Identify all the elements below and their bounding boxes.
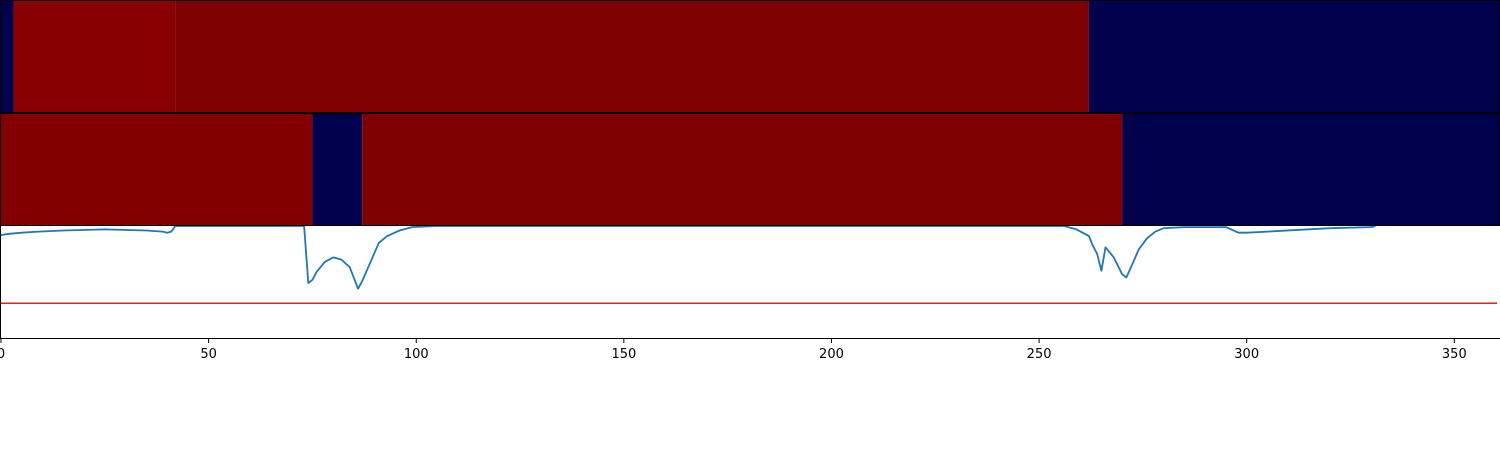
heatmap-0-segment-1 — [13, 1, 176, 112]
heatmap-panel-top — [0, 0, 1500, 113]
x-tick-label-300: 300 — [1234, 347, 1259, 362]
heatmap-1-segment-0 — [1, 114, 313, 225]
heatmap-1-segment-3 — [1122, 114, 1500, 225]
heatmap-panel-middle — [0, 113, 1500, 226]
x-axis: 0 50 100 150 200 250 300 350 — [0, 338, 1500, 362]
x-tick-label-200: 200 — [819, 347, 844, 362]
x-tick-label-100: 100 — [404, 347, 429, 362]
signal-line — [0, 226, 1376, 290]
x-tick-label-350: 350 — [1442, 347, 1467, 362]
x-tick-label-0: 0 — [0, 347, 5, 362]
heatmap-1-segment-2 — [362, 114, 1123, 225]
x-tick-label-50: 50 — [200, 347, 217, 362]
heatmap-0-segment-0 — [1, 1, 14, 112]
heatmap-0-segment-2 — [175, 1, 1089, 112]
x-tick-label-250: 250 — [1027, 347, 1052, 362]
heatmap-0-segment-3 — [1088, 1, 1500, 112]
x-tick-label-150: 150 — [611, 347, 636, 362]
heatmap-1-segment-1 — [312, 114, 363, 225]
line-panel-bottom — [0, 226, 1497, 338]
